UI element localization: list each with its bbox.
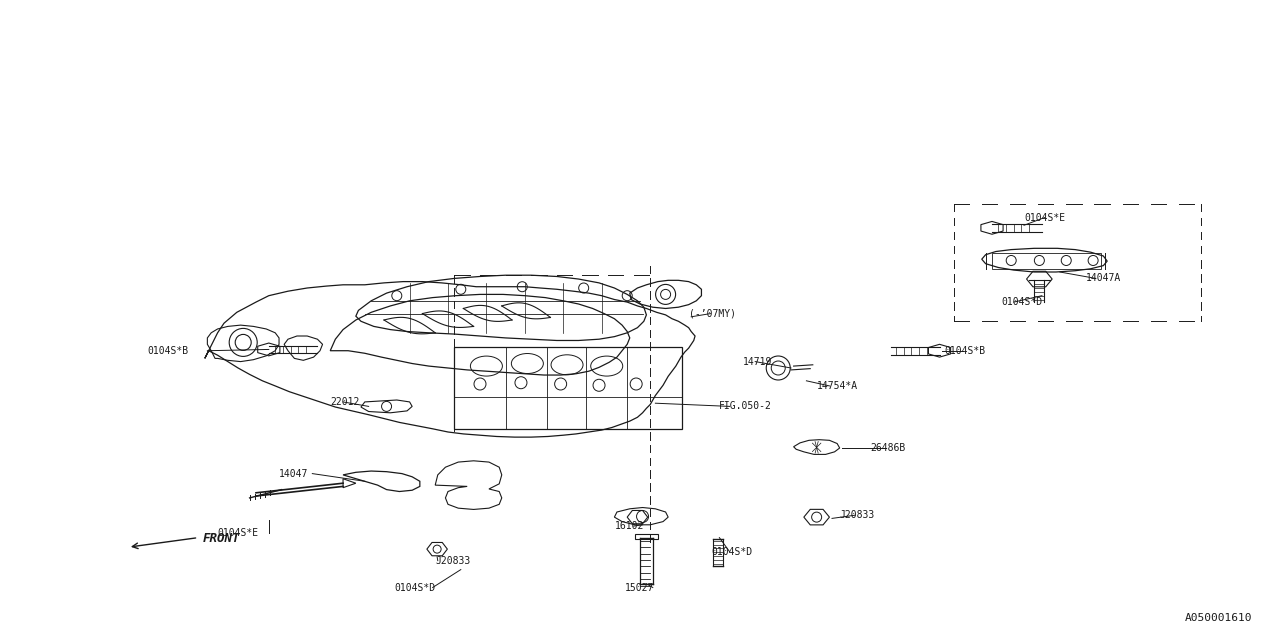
Text: 14047: 14047 bbox=[279, 468, 308, 479]
Text: FIG.050-2: FIG.050-2 bbox=[719, 401, 772, 412]
Bar bbox=[454, 347, 682, 429]
Text: 26486B: 26486B bbox=[870, 443, 906, 453]
Text: J20833: J20833 bbox=[840, 510, 876, 520]
Text: 14719: 14719 bbox=[742, 356, 772, 367]
Text: 0104S*D: 0104S*D bbox=[712, 547, 753, 557]
Text: 0104S*D: 0104S*D bbox=[394, 582, 435, 593]
Text: 14754*A: 14754*A bbox=[817, 381, 858, 391]
Text: 0104S*B: 0104S*B bbox=[945, 346, 986, 356]
Text: J20833: J20833 bbox=[435, 556, 471, 566]
Text: 0104S*B: 0104S*B bbox=[147, 346, 188, 356]
Text: 14047A: 14047A bbox=[1085, 273, 1121, 284]
Text: 0104S*D: 0104S*D bbox=[1001, 297, 1042, 307]
Text: 15027: 15027 bbox=[625, 582, 654, 593]
Text: FRONT: FRONT bbox=[202, 532, 239, 545]
Text: 22012: 22012 bbox=[330, 397, 360, 407]
Text: 0104S*E: 0104S*E bbox=[218, 528, 259, 538]
Text: A050001610: A050001610 bbox=[1184, 612, 1252, 623]
Text: 0104S*E: 0104S*E bbox=[1024, 212, 1065, 223]
Text: (-’07MY): (-’07MY) bbox=[689, 308, 736, 319]
Text: 16102: 16102 bbox=[614, 521, 644, 531]
